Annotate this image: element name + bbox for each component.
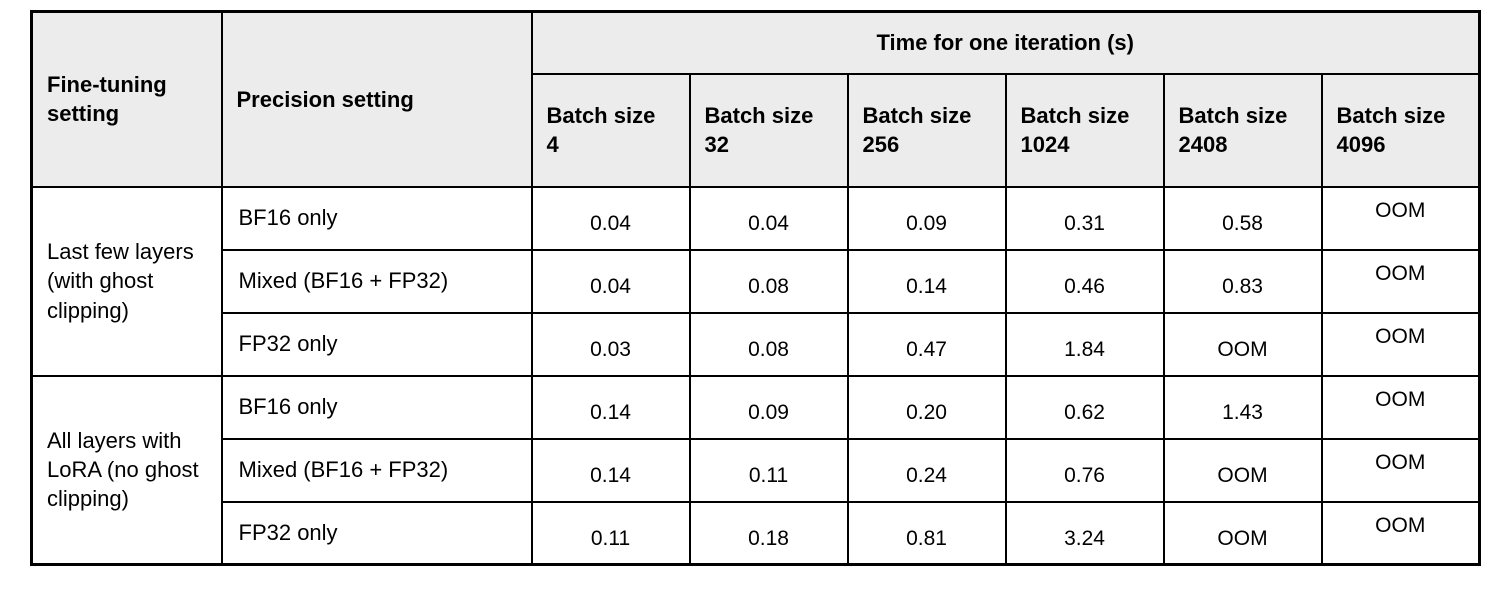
batch-size-1024-label: Batch size 1024 <box>1020 102 1130 157</box>
precision-cell: BF16 only <box>220 185 533 251</box>
value-cell: 0.58 <box>1162 185 1323 251</box>
batch-size-2408-header: Batch size 2408 <box>1162 72 1323 188</box>
value-cell: 0.62 <box>1004 374 1165 440</box>
precision-cell: Mixed (BF16 + FP32) <box>220 248 533 314</box>
time-iteration-header: Time for one iteration (s) <box>530 10 1481 75</box>
batch-size-4096-label: Batch size 4096 <box>1336 102 1446 157</box>
value-cell: OOM <box>1320 437 1481 503</box>
table-row: Mixed (BF16 + FP32) 0.14 0.11 0.24 0.76 … <box>32 437 1481 503</box>
value-cell: 0.04 <box>688 185 849 251</box>
benchmark-table-container: Fine-tuning setting Precision setting Ti… <box>30 10 1481 566</box>
value-cell: 0.47 <box>846 311 1007 377</box>
value-cell: 0.31 <box>1004 185 1165 251</box>
precision-cell: BF16 only <box>220 374 533 440</box>
value-cell: 0.14 <box>846 248 1007 314</box>
group-setting-cell: Last few layers (with ghost clipping) <box>30 185 223 377</box>
value-cell: 3.24 <box>1004 500 1165 566</box>
batch-size-4-label: Batch size 4 <box>546 102 656 157</box>
value-cell: 0.14 <box>530 374 691 440</box>
value-cell: 0.24 <box>846 437 1007 503</box>
value-cell: 0.04 <box>530 248 691 314</box>
value-cell: 0.04 <box>530 185 691 251</box>
table-row: Last few layers (with ghost clipping) BF… <box>30 185 1481 377</box>
table-row: FP32 only 0.11 0.18 0.81 3.24 OOM OOM <box>32 500 1481 566</box>
value-cell: OOM <box>1320 311 1481 377</box>
batch-size-256-header: Batch size 256 <box>846 72 1007 188</box>
value-cell: 0.08 <box>688 248 849 314</box>
batch-size-32-header: Batch size 32 <box>688 72 849 188</box>
value-cell: 0.11 <box>530 500 691 566</box>
table-row: All layers with LoRA (no ghost clipping)… <box>30 374 1481 566</box>
batch-size-1024-header: Batch size 1024 <box>1004 72 1165 188</box>
value-cell: 0.03 <box>530 311 691 377</box>
value-cell: OOM <box>1320 248 1481 314</box>
value-cell: 0.08 <box>688 311 849 377</box>
value-cell: 1.84 <box>1004 311 1165 377</box>
table-row: Mixed (BF16 + FP32) 0.04 0.08 0.14 0.46 … <box>32 248 1481 314</box>
value-cell: 0.09 <box>688 374 849 440</box>
value-cell: 0.76 <box>1004 437 1165 503</box>
table-row: FP32 only 0.03 0.08 0.47 1.84 OOM OOM <box>32 311 1481 377</box>
value-cell: 0.46 <box>1004 248 1165 314</box>
value-cell: 0.14 <box>530 437 691 503</box>
batch-size-32-label: Batch size 32 <box>704 102 814 157</box>
value-cell: 0.20 <box>846 374 1007 440</box>
value-cell: 0.83 <box>1162 248 1323 314</box>
batch-size-2408-label: Batch size 2408 <box>1178 102 1288 157</box>
precision-cell: Mixed (BF16 + FP32) <box>220 437 533 503</box>
value-cell: OOM <box>1162 437 1323 503</box>
group-setting-cell: All layers with LoRA (no ghost clipping) <box>30 374 223 566</box>
value-cell: 1.43 <box>1162 374 1323 440</box>
value-cell: 0.18 <box>688 500 849 566</box>
value-cell: OOM <box>1320 185 1481 251</box>
value-cell: OOM <box>1320 500 1481 566</box>
value-cell: OOM <box>1320 374 1481 440</box>
precision-cell: FP32 only <box>220 311 533 377</box>
batch-size-4096-header: Batch size 4096 <box>1320 72 1481 188</box>
value-cell: OOM <box>1162 500 1323 566</box>
value-cell: 0.81 <box>846 500 1007 566</box>
value-cell: 0.11 <box>688 437 849 503</box>
fine-tuning-setting-header: Fine-tuning setting <box>30 10 223 188</box>
precision-setting-header: Precision setting <box>220 10 533 188</box>
precision-cell: FP32 only <box>220 500 533 566</box>
batch-size-256-label: Batch size 256 <box>862 102 972 157</box>
batch-size-4-header: Batch size 4 <box>530 72 691 188</box>
value-cell: OOM <box>1162 311 1323 377</box>
value-cell: 0.09 <box>846 185 1007 251</box>
benchmark-table: Fine-tuning setting Precision setting Ti… <box>30 10 1481 566</box>
